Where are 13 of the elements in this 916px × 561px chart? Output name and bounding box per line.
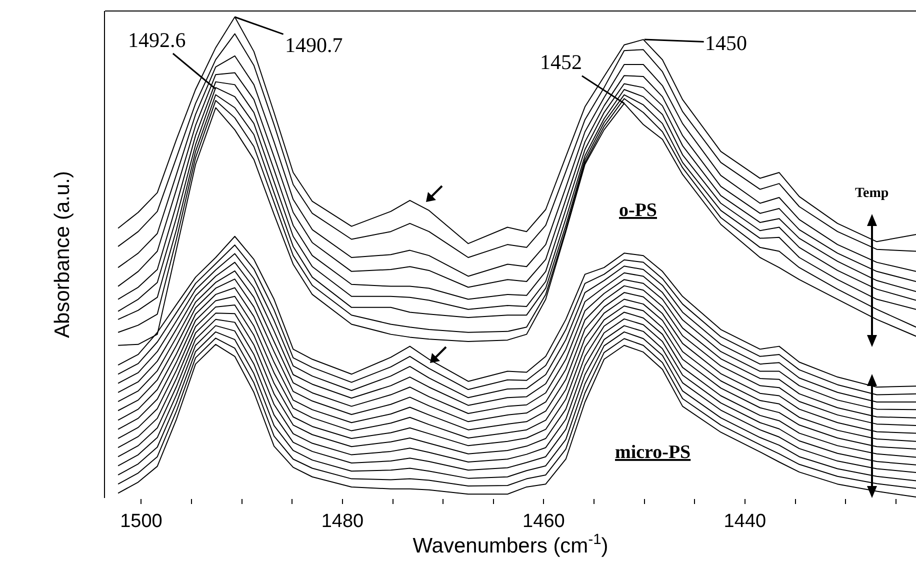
annotation: 1490.7 <box>285 33 343 57</box>
x-tick-label: 1480 <box>321 510 364 532</box>
annotation: micro-PS <box>615 442 691 463</box>
annotation: 1450 <box>705 31 747 55</box>
x-tick-label: 1460 <box>522 510 565 532</box>
annotation: 1452 <box>540 50 582 74</box>
annotation: Temp <box>855 186 889 201</box>
y-axis-title: Absorbance (a.u.) <box>51 171 74 338</box>
x-tick-label: 1500 <box>120 510 162 532</box>
x-tick-label: 1440 <box>724 510 766 532</box>
annotation: 1492.6 <box>128 28 186 52</box>
x-axis-title: Wavenumbers (cm$^{-1}$) <box>412 532 608 558</box>
annotation: o-PS <box>619 200 657 221</box>
